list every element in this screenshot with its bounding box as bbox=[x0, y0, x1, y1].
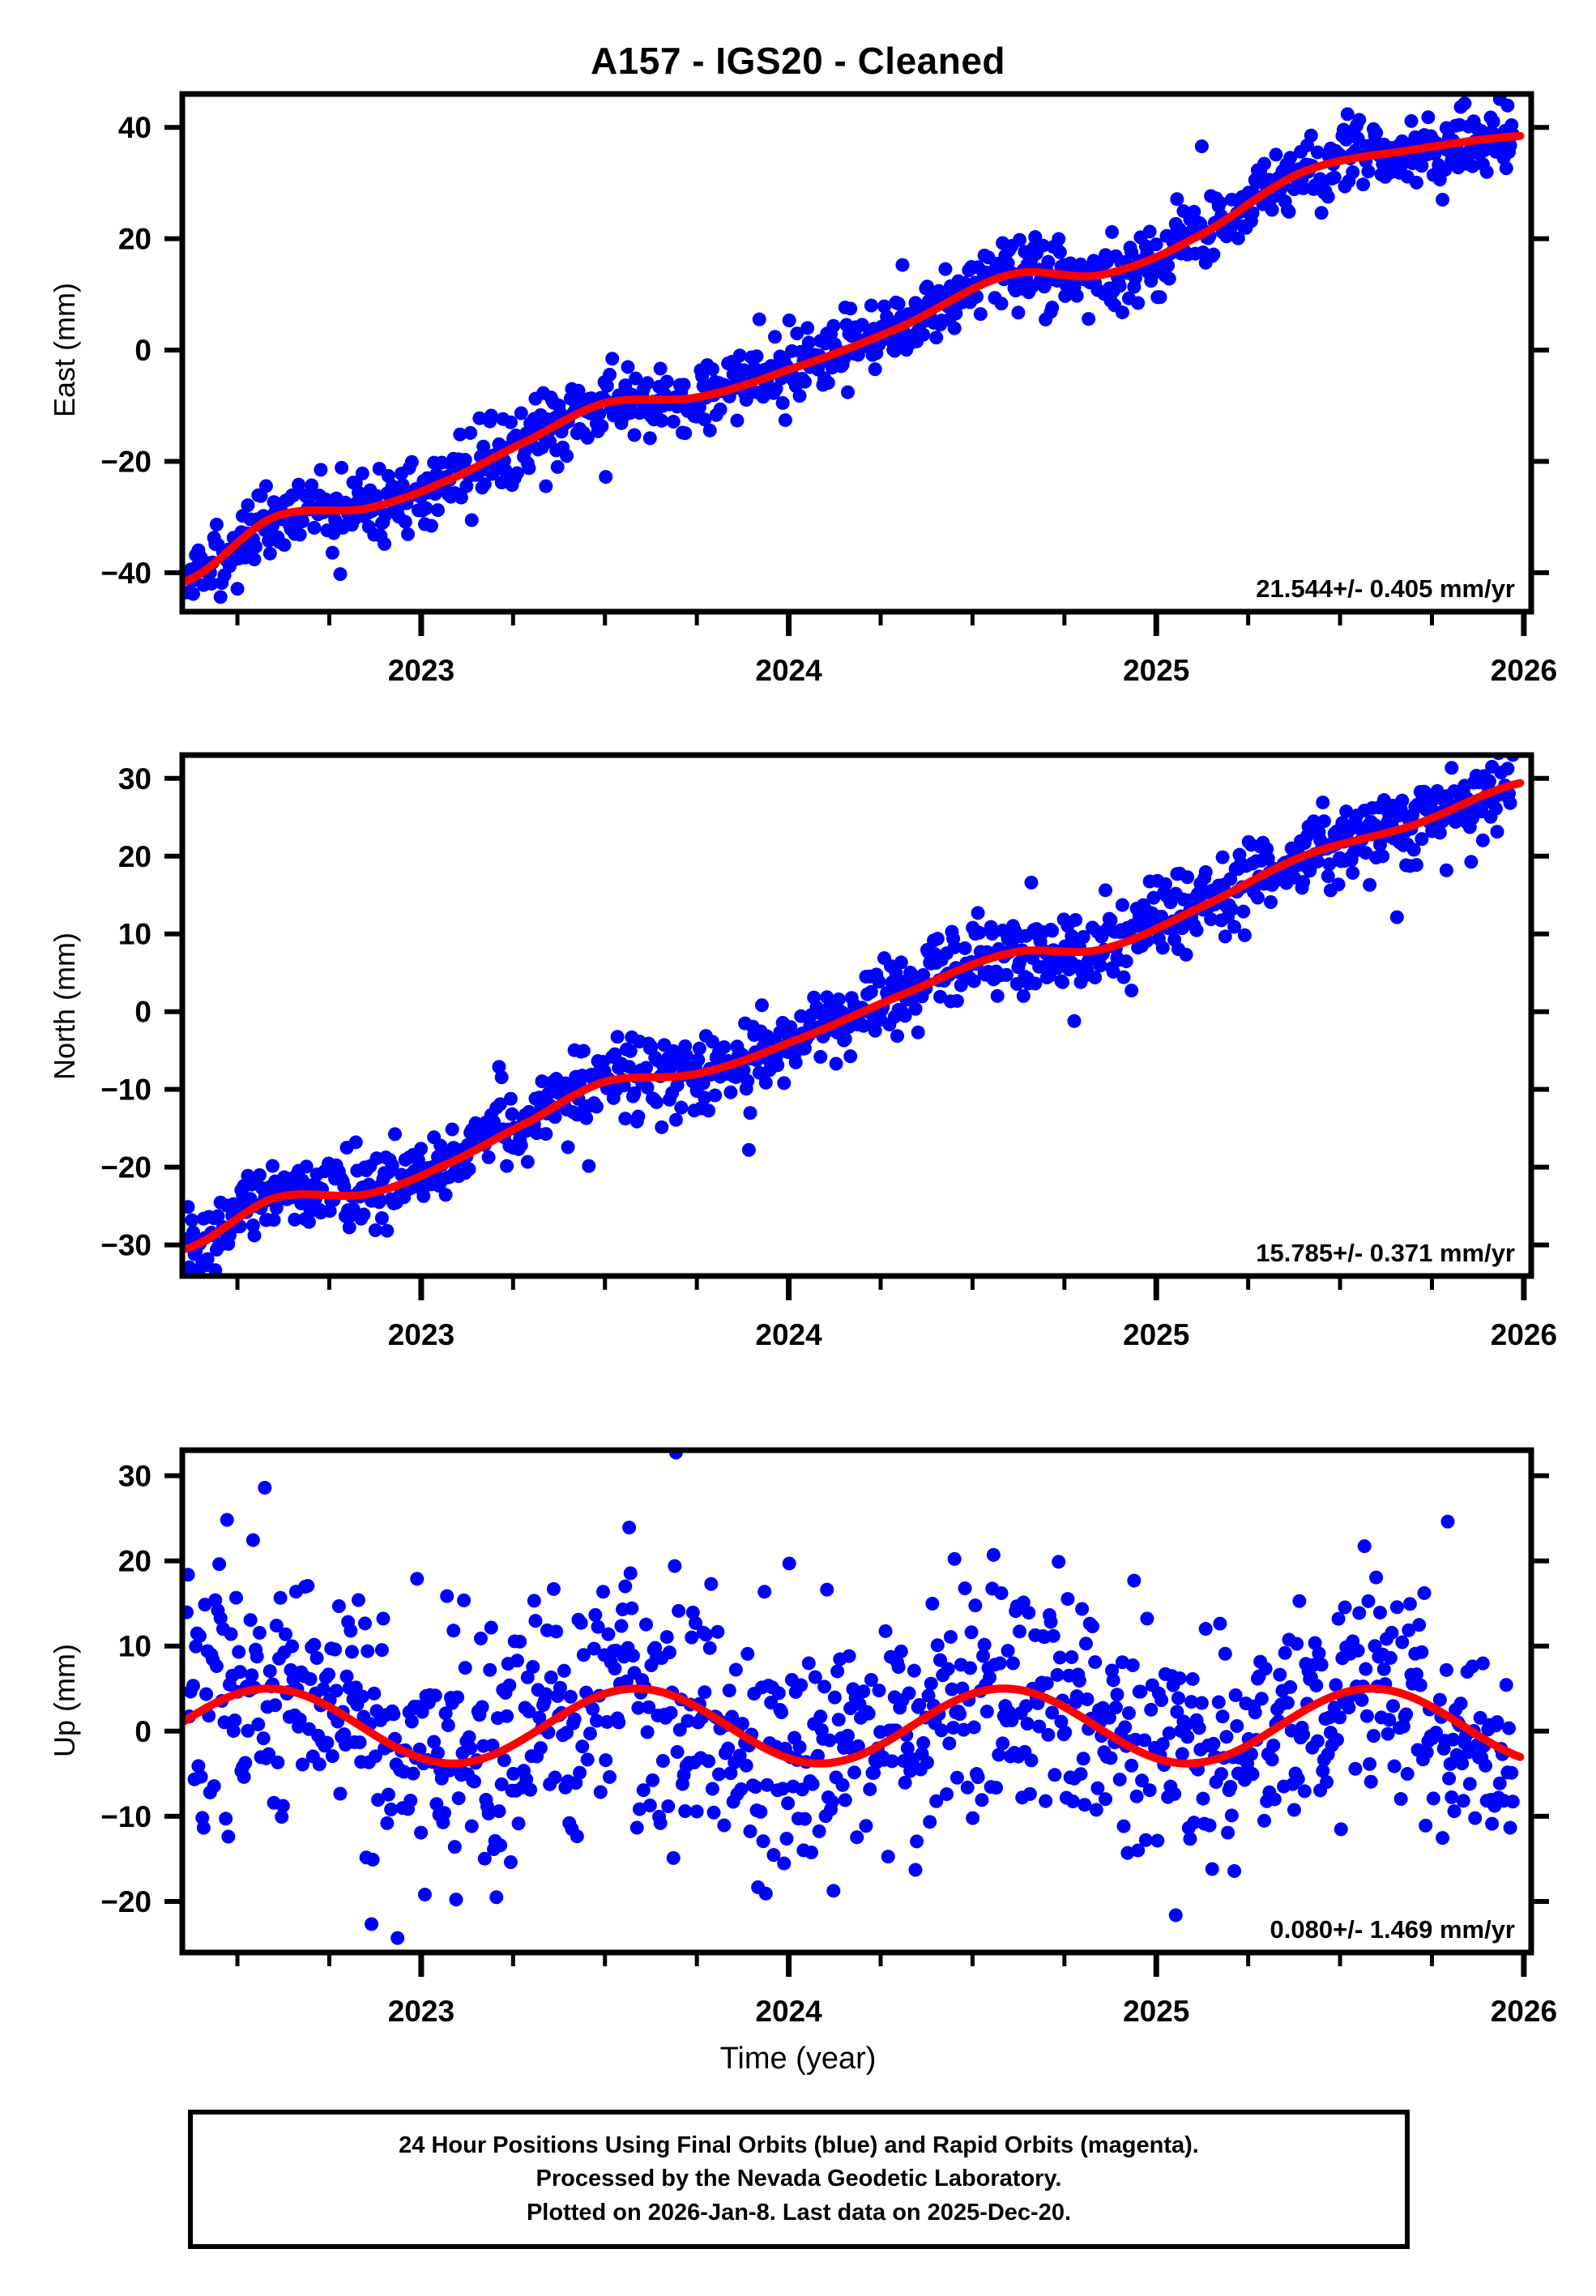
x-tick-label-east: 2025 bbox=[1123, 654, 1189, 687]
y-axis-label-up: Up (mm) bbox=[48, 1644, 81, 1757]
rate-annotation-east: 21.544+/- 0.405 mm/yr bbox=[1256, 574, 1515, 603]
y-axis-label-north: North (mm) bbox=[48, 932, 81, 1080]
plot-frame-north bbox=[179, 752, 1534, 1279]
page-title: A157 - IGS20 - Cleaned bbox=[590, 40, 1006, 82]
data-points-up bbox=[182, 1450, 1520, 1945]
x-tick-label-east: 2023 bbox=[388, 654, 454, 687]
y-tick-label-up: 30 bbox=[118, 1460, 151, 1493]
y-tick-label-east: 40 bbox=[118, 111, 151, 144]
plot-frame-east bbox=[179, 91, 1534, 615]
y-tick-label-north: −10 bbox=[100, 1073, 151, 1107]
y-tick-label-up: 10 bbox=[118, 1630, 151, 1663]
data-points-north bbox=[182, 755, 1520, 1276]
trend-line-up bbox=[182, 1684, 1525, 1768]
trend-line-east bbox=[182, 131, 1525, 586]
trend-line-north bbox=[182, 779, 1525, 1253]
y-tick-label-up: 0 bbox=[134, 1715, 151, 1748]
x-tick-label-up: 2025 bbox=[1123, 1995, 1189, 2028]
x-tick-label-up: 2024 bbox=[755, 1995, 822, 2028]
y-tick-label-east: −40 bbox=[100, 557, 151, 590]
y-tick-label-north: 0 bbox=[134, 996, 151, 1029]
x-tick-label-up: 2023 bbox=[388, 1995, 454, 2028]
y-tick-label-north: 10 bbox=[118, 918, 151, 951]
x-tick-label-up: 2026 bbox=[1491, 1995, 1557, 2028]
data-points-east bbox=[182, 94, 1520, 604]
y-tick-label-east: 0 bbox=[134, 334, 151, 367]
y-axis-label-east: East (mm) bbox=[48, 282, 81, 417]
x-tick-label-north: 2024 bbox=[755, 1318, 822, 1351]
y-tick-label-north: 30 bbox=[118, 762, 151, 796]
x-tick-label-north: 2025 bbox=[1123, 1318, 1189, 1351]
y-tick-label-up: −20 bbox=[100, 1885, 151, 1918]
caption-box: 24 Hour Positions Using Final Orbits (bl… bbox=[188, 2110, 1410, 2249]
rate-annotation-north: 15.785+/- 0.371 mm/yr bbox=[1256, 1239, 1515, 1267]
y-tick-label-up: −10 bbox=[100, 1800, 151, 1833]
caption-line-3: Plotted on 2026-Jan-8. Last data on 2025… bbox=[526, 2199, 1072, 2226]
y-tick-label-north: 20 bbox=[118, 840, 151, 873]
y-tick-label-north: −30 bbox=[100, 1229, 151, 1262]
x-tick-label-north: 2026 bbox=[1491, 1318, 1557, 1351]
x-tick-label-east: 2024 bbox=[755, 654, 822, 687]
x-tick-label-east: 2026 bbox=[1491, 654, 1557, 687]
x-axis-title: Time (year) bbox=[719, 2042, 877, 2076]
x-tick-label-north: 2023 bbox=[388, 1318, 454, 1351]
plot-frame-up bbox=[179, 1447, 1534, 1956]
y-tick-label-east: 20 bbox=[118, 223, 151, 256]
y-tick-label-up: 20 bbox=[118, 1545, 151, 1578]
caption-line-2: Processed by the Nevada Geodetic Laborat… bbox=[536, 2166, 1062, 2192]
y-tick-label-east: −20 bbox=[100, 445, 151, 478]
caption-line-1: 24 Hour Positions Using Final Orbits (bl… bbox=[399, 2132, 1199, 2159]
y-tick-label-north: −20 bbox=[100, 1151, 151, 1184]
rate-annotation-up: 0.080+/- 1.469 mm/yr bbox=[1270, 1915, 1515, 1944]
